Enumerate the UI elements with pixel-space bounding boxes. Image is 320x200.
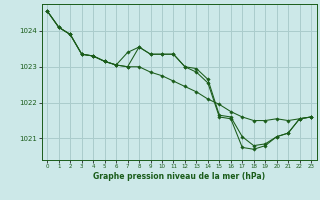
X-axis label: Graphe pression niveau de la mer (hPa): Graphe pression niveau de la mer (hPa) bbox=[93, 172, 265, 181]
